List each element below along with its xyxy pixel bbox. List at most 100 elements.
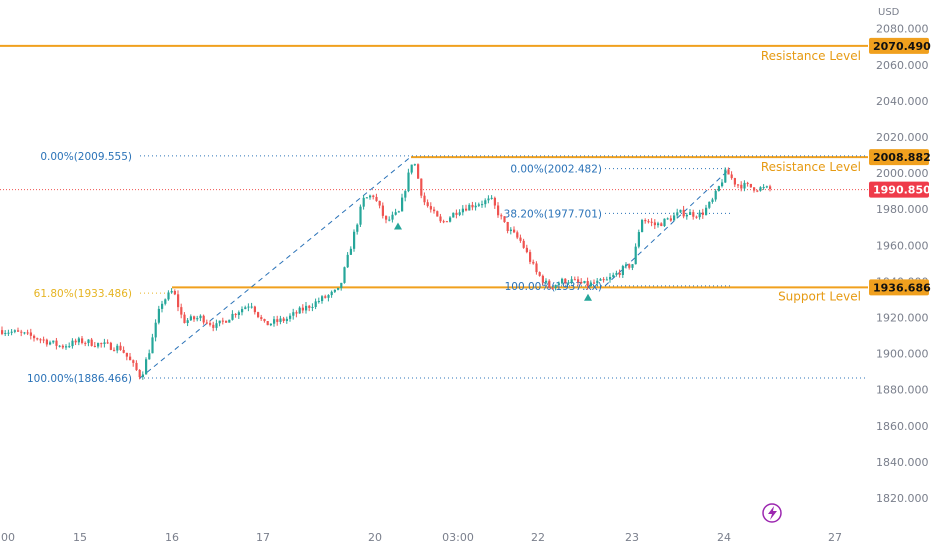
candle	[746, 181, 749, 187]
candle	[65, 344, 68, 350]
candle	[237, 310, 240, 319]
signal-marker	[584, 293, 592, 301]
y-tick-label: 2020.000	[876, 131, 929, 144]
candle	[378, 200, 381, 209]
candle	[602, 277, 605, 283]
candle	[215, 319, 218, 331]
candle	[180, 303, 183, 319]
candle	[257, 311, 260, 319]
candle	[721, 179, 724, 188]
candle	[529, 249, 532, 265]
candle	[285, 316, 288, 324]
candle	[417, 163, 420, 179]
candle	[333, 289, 336, 294]
candle	[33, 334, 36, 342]
currency-unit: USD	[878, 7, 900, 18]
x-tick-label: 24	[717, 531, 731, 544]
candle	[39, 338, 42, 344]
price-tag: 1936.686	[869, 279, 931, 296]
candle	[375, 193, 378, 202]
levels-layer: Resistance Level Resistance Level Support …	[0, 44, 868, 303]
candle	[516, 230, 519, 240]
candle	[503, 216, 506, 223]
candle	[545, 278, 548, 285]
x-tick-label: 23	[625, 531, 639, 544]
candle	[429, 202, 432, 213]
y-tick-label: 1840.000	[876, 456, 929, 469]
y-tick-label: 1900.000	[876, 348, 929, 361]
candle	[615, 270, 618, 277]
candle	[749, 183, 752, 188]
candle	[337, 287, 340, 291]
candle	[548, 279, 551, 289]
candle	[673, 212, 676, 221]
candle	[231, 310, 234, 321]
candle	[189, 314, 192, 321]
candle	[519, 234, 522, 243]
candle	[525, 244, 528, 254]
candle	[157, 305, 160, 325]
candle	[599, 277, 602, 281]
candle	[196, 315, 199, 322]
fibonacci-layer: 0.00%(2009.555) 61.80%(1933.486) 100.00%(1…	[27, 151, 868, 385]
candle	[359, 204, 362, 228]
candle	[439, 213, 442, 223]
candle	[103, 338, 106, 348]
fib-trend-line[interactable]	[139, 155, 413, 379]
candle	[647, 219, 650, 224]
candle	[586, 277, 589, 290]
candle	[653, 219, 656, 230]
candle	[385, 215, 388, 224]
candle	[535, 261, 538, 275]
candle	[724, 167, 727, 183]
candle	[701, 208, 704, 219]
candle	[55, 337, 58, 350]
candle	[135, 360, 138, 372]
lightning-icon[interactable]	[762, 503, 782, 523]
candle	[84, 341, 87, 347]
candle	[573, 276, 576, 281]
candle	[71, 338, 74, 349]
candle	[279, 315, 282, 325]
candle	[324, 294, 327, 299]
candle	[401, 193, 404, 212]
candle	[484, 198, 487, 208]
candle	[186, 317, 189, 327]
candle	[356, 223, 359, 235]
signal-marker	[394, 222, 402, 230]
candle	[199, 314, 202, 322]
candle	[113, 347, 116, 352]
x-tick-label: 00	[1, 531, 15, 544]
candle	[397, 210, 400, 213]
candle	[596, 278, 599, 286]
candle	[618, 269, 621, 278]
candle	[260, 314, 263, 321]
time-axis[interactable]: 00 15 16 17 20 03:00 22 23 24 27	[1, 531, 842, 544]
candle	[247, 303, 250, 312]
candle	[173, 289, 176, 296]
candle	[202, 314, 205, 325]
candle	[381, 202, 384, 219]
candle	[455, 209, 458, 219]
candle	[541, 274, 544, 286]
candle	[538, 271, 541, 277]
candle	[676, 208, 679, 219]
candle	[561, 277, 564, 285]
candle	[183, 312, 186, 324]
candle	[711, 197, 714, 204]
candle	[289, 313, 292, 322]
candle	[695, 215, 698, 219]
candle	[423, 192, 426, 206]
candle	[740, 181, 743, 192]
candle	[209, 320, 212, 327]
candle	[445, 220, 448, 223]
candle	[365, 197, 368, 199]
price-axis[interactable]: USD 1820.000 1840.000 1860.000 1880.000 1900…	[876, 7, 929, 505]
candle	[225, 320, 228, 323]
candle	[769, 184, 772, 192]
candle	[650, 218, 653, 227]
candle	[404, 190, 407, 202]
candle	[410, 164, 413, 175]
candle	[314, 298, 317, 310]
